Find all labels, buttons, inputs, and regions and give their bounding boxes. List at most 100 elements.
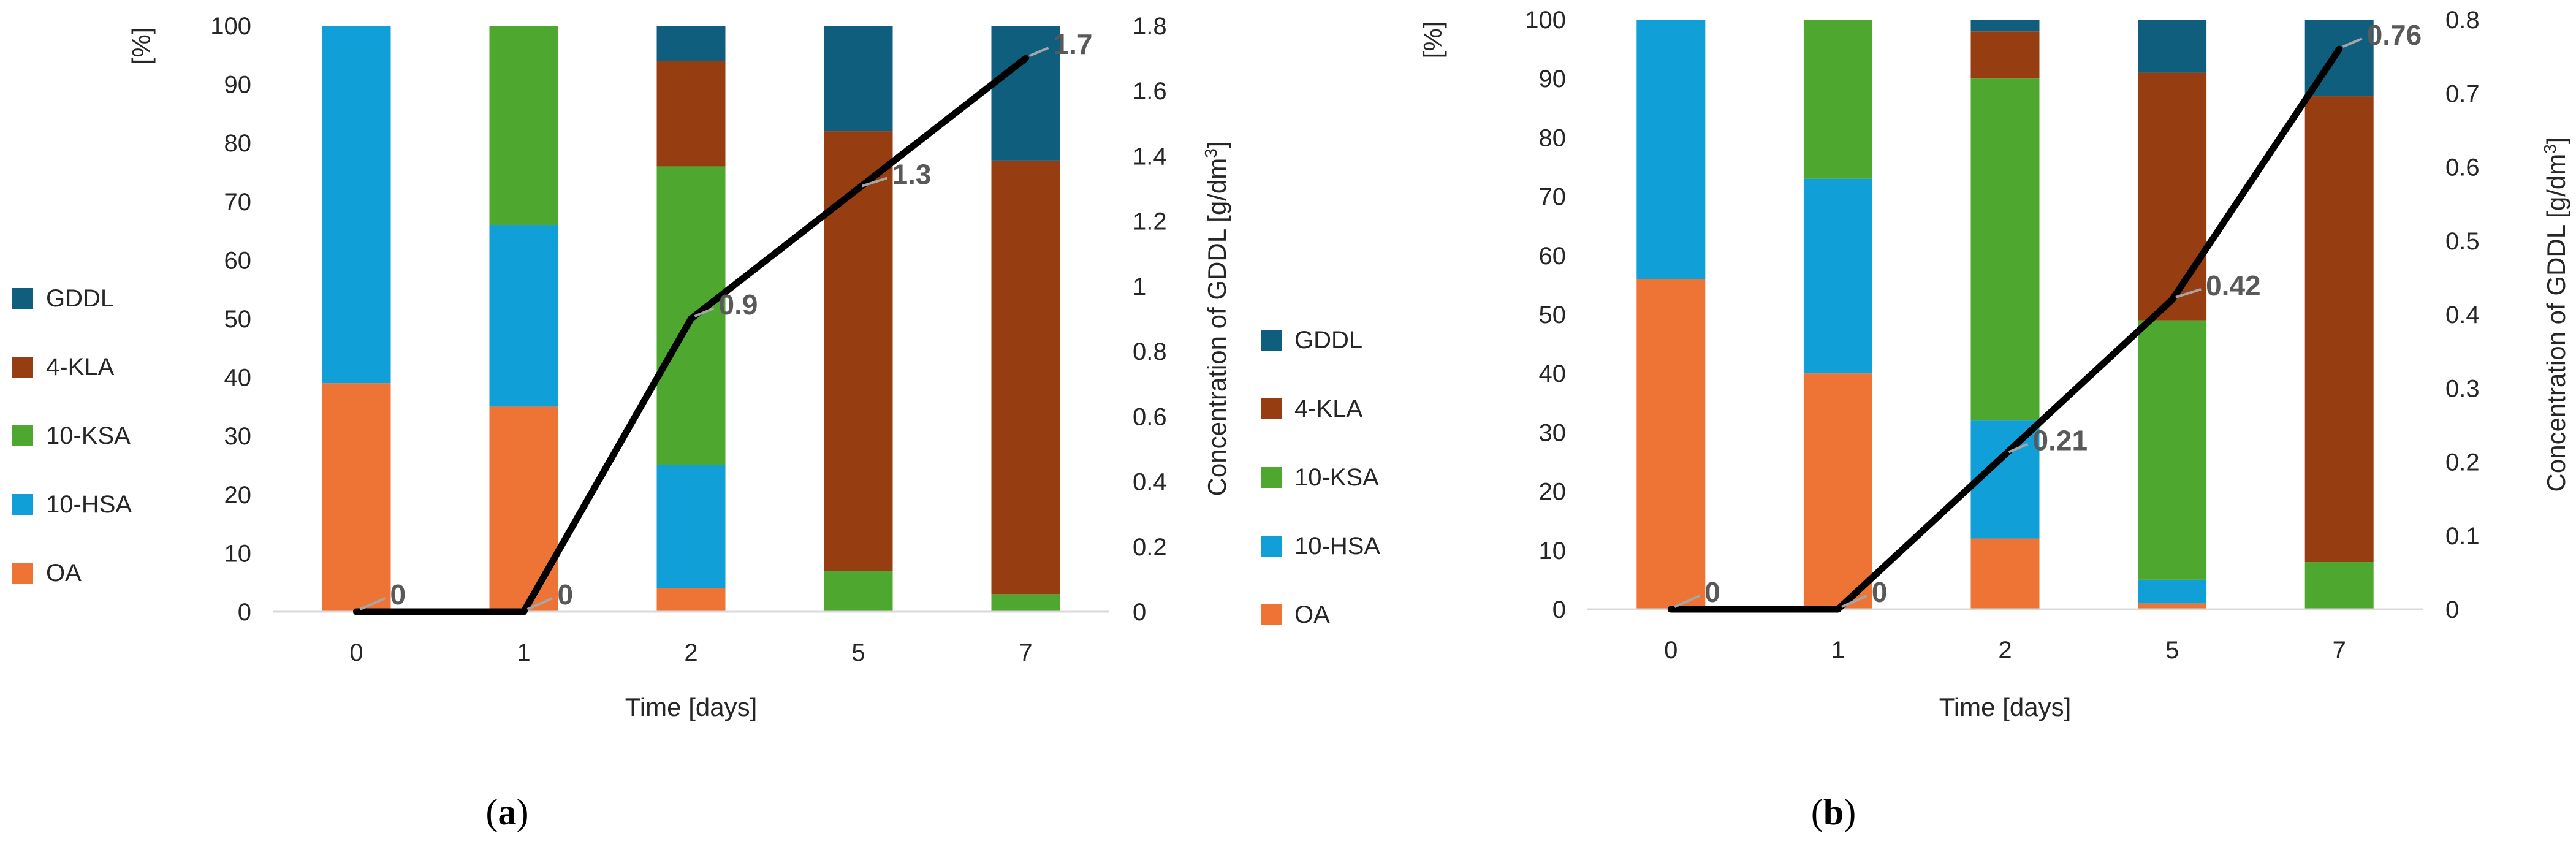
bar-segment-4-kla [1970, 31, 2040, 79]
y2-axis-title-end: ] [2542, 137, 2570, 145]
data-label-leader [2342, 37, 2363, 48]
data-label: 0 [1704, 576, 1720, 608]
data-label: 0.9 [719, 289, 758, 321]
data-label: 0.76 [2367, 19, 2422, 51]
legend-swatch-10-hsa [1261, 536, 1282, 557]
data-label: 0.42 [2206, 270, 2261, 302]
legend-swatch-gddl [12, 288, 33, 309]
data-label-leader [526, 597, 553, 610]
data-label-leader [2008, 443, 2029, 454]
legend-label: OA [46, 560, 82, 587]
legend-label: 4-KLA [46, 354, 114, 381]
y2-tick-label: 0.7 [2445, 80, 2480, 107]
x-tick-label: 7 [2333, 637, 2346, 664]
y-tick-label: 80 [224, 130, 252, 157]
panel-label-close: ) [517, 792, 529, 832]
bar-segment-gddl [656, 26, 726, 61]
y-tick-label: 0 [238, 599, 251, 626]
legend-swatch-10-ksa [12, 425, 33, 446]
data-label-leader [861, 177, 888, 188]
legend-swatch-4-kla [12, 357, 33, 378]
bar-segment-10-ksa [2138, 320, 2207, 580]
bar-segment-gddl [1970, 20, 2040, 32]
bar-segment-oa [1970, 538, 2040, 609]
bar-segment-10-hsa [322, 26, 391, 384]
bar-segment-10-ksa [2304, 562, 2374, 609]
x-axis-title: Time [days] [625, 693, 758, 721]
x-tick-label: 7 [1019, 639, 1032, 666]
data-label: 0.21 [2033, 424, 2088, 456]
gddl-concentration-line [353, 55, 1029, 615]
legend-swatch-oa [12, 563, 33, 584]
y2-tick-label: 0.3 [2445, 375, 2480, 402]
y2-tick-label: 1.4 [1133, 143, 1167, 170]
panel-label-open: ( [486, 792, 498, 832]
y2-tick-label: 0.8 [1133, 338, 1167, 365]
data-label: 0 [1872, 576, 1888, 608]
y2-tick-label: 0.5 [2445, 228, 2480, 255]
y-tick-label: 30 [1539, 419, 1567, 446]
y-axis-title: [%] [1418, 21, 1447, 59]
data-label-leader [1841, 595, 1867, 608]
legend-label: GDDL [46, 285, 114, 312]
y2-axis-title-text: Concentration of GDDL [g/dm [1203, 158, 1231, 496]
y-tick-label: 20 [224, 482, 252, 509]
bar-segment-10-ksa [991, 594, 1060, 612]
y2-axis-title-sup: 3 [2540, 144, 2559, 154]
bar-segment-oa [656, 588, 726, 612]
y2-tick-label: 0.8 [2445, 7, 2480, 34]
panel-label-letter: a [498, 792, 517, 832]
legend-label: 10-HSA [1294, 533, 1380, 560]
legend-label: GDDL [1294, 327, 1362, 354]
y2-axis-title-sup: 3 [1201, 148, 1220, 158]
y-tick-label: 90 [224, 72, 252, 99]
bar-segment-oa [489, 406, 558, 612]
bar-segment-4-kla [656, 61, 726, 167]
y2-tick-label: 1.8 [1133, 13, 1167, 40]
gddl-concentration-line [1667, 45, 2343, 613]
legend-label: OA [1294, 601, 1330, 628]
panel-label: (a) [486, 792, 529, 832]
y-tick-label: 50 [1539, 302, 1567, 329]
bar-segment-oa [2138, 603, 2207, 609]
legend-label: 10-KSA [46, 422, 131, 449]
x-tick-label: 2 [684, 639, 697, 666]
y-tick-label: 20 [1539, 479, 1567, 506]
data-label-leader [694, 307, 715, 317]
bar-segment-oa [1636, 279, 1706, 609]
legend-label: 10-HSA [46, 491, 132, 518]
bar-segment-4-kla [2304, 96, 2374, 563]
legend-swatch-10-hsa [12, 494, 33, 515]
bar-segment-10-hsa [1803, 178, 1872, 374]
y2-axis-title-end: ] [1203, 142, 1231, 149]
legend-swatch-4-kla [1261, 398, 1282, 419]
bar-segment-4-kla [991, 160, 1060, 595]
legend-label: 4-KLA [1294, 395, 1362, 422]
bar-segment-10-ksa [1970, 78, 2040, 421]
bar-segment-10-hsa [489, 225, 558, 407]
x-tick-label: 1 [517, 639, 530, 666]
bar-segment-4-kla [824, 131, 893, 571]
bar-segment-10-ksa [489, 26, 558, 226]
y-tick-label: 10 [1539, 538, 1567, 565]
bar-segment-oa [322, 383, 391, 612]
data-label-leader [2175, 288, 2202, 298]
y2-tick-label: 1 [1133, 273, 1146, 300]
y-axis-title: [%] [127, 28, 156, 65]
y2-axis-title-text: Concentration of GDDL [g/dm [2542, 154, 2570, 492]
x-tick-label: 1 [1831, 637, 1845, 664]
y-tick-label: 0 [1552, 596, 1566, 623]
panel-label: (b) [1811, 792, 1856, 832]
y2-tick-label: 0.4 [1133, 469, 1167, 496]
data-label: 0 [390, 579, 406, 610]
bar-segment-10-hsa [656, 465, 726, 588]
bar-segment-gddl [991, 26, 1060, 161]
bar-segment-10-ksa [1803, 20, 1872, 179]
panel-label-open: ( [1811, 792, 1823, 832]
bar-segment-10-hsa [1636, 20, 1706, 279]
y-tick-label: 50 [224, 306, 252, 333]
legend-swatch-oa [1261, 604, 1282, 625]
y-tick-label: 10 [224, 540, 252, 567]
legend-swatch-gddl [1261, 330, 1282, 351]
